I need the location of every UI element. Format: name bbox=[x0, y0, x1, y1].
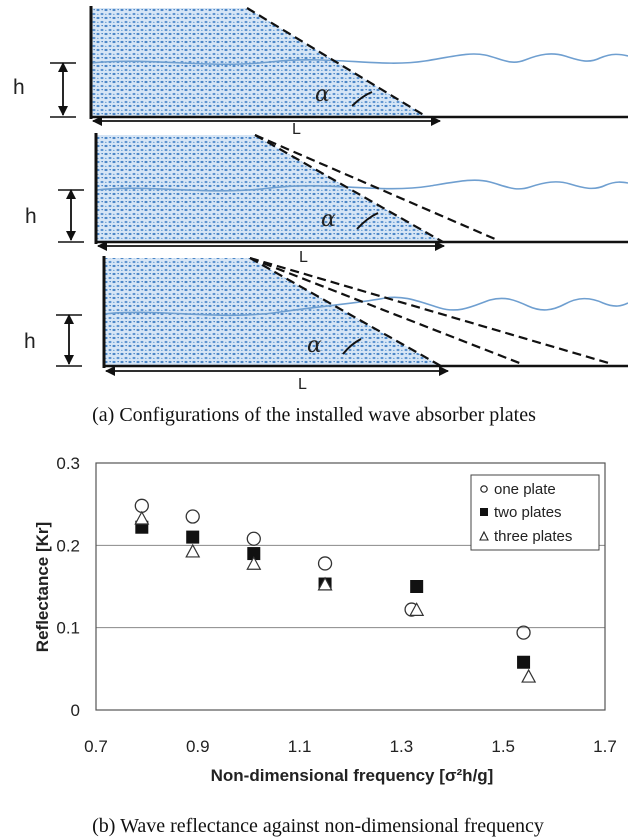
legend-marker-one-plate bbox=[480, 485, 488, 493]
y-axis-title: Reflectance [Kr] bbox=[33, 522, 52, 652]
gridlines bbox=[96, 544, 605, 629]
x-tick-labels: 0.7 0.9 1.1 1.3 1.5 1.7 bbox=[84, 737, 617, 756]
panel-three-plates: h α L bbox=[24, 256, 628, 393]
x-tick-label: 1.1 bbox=[288, 737, 312, 756]
caption-a: (a) Configurations of the installed wave… bbox=[92, 404, 536, 426]
L-label: L bbox=[292, 121, 301, 138]
point-two-plates bbox=[410, 580, 424, 593]
legend-box bbox=[470, 474, 600, 551]
legend-marker-two-plates bbox=[480, 508, 488, 516]
y-tick-label: 0.3 bbox=[56, 454, 80, 473]
x-tick-label: 1.3 bbox=[390, 737, 414, 756]
y-tick-label: 0.2 bbox=[56, 536, 80, 555]
absorber-plate bbox=[246, 7, 428, 118]
caption-b: (b) Wave reflectance against non-dimensi… bbox=[92, 815, 544, 837]
legend-label-one-plate: one plate bbox=[494, 481, 556, 498]
panel-one-plate: h α L bbox=[13, 6, 628, 138]
h-label: h bbox=[13, 76, 25, 99]
h-label: h bbox=[24, 330, 36, 353]
absorber-plate bbox=[249, 256, 613, 366]
x-axis-title: Non-dimensional frequency [σ²h/g] bbox=[211, 766, 494, 785]
L-label: L bbox=[299, 249, 308, 266]
point-three-plates bbox=[246, 556, 262, 570]
point-three-plates bbox=[185, 543, 201, 558]
absorber-plate bbox=[249, 257, 442, 367]
legend-label-three-plates: three plates bbox=[494, 528, 572, 545]
point-three-plates bbox=[409, 602, 425, 616]
data-points bbox=[134, 498, 537, 683]
legend: one plate two plates three plates bbox=[470, 474, 600, 551]
absorber-region bbox=[104, 258, 441, 366]
absorber-plate bbox=[254, 134, 444, 243]
x-tick-label: 0.9 bbox=[186, 737, 210, 756]
wave-line bbox=[90, 53, 628, 66]
point-three-plates bbox=[521, 668, 537, 683]
wave-line bbox=[103, 296, 628, 317]
alpha-arc bbox=[342, 338, 362, 355]
point-two-plates bbox=[186, 530, 200, 544]
absorber-plate bbox=[254, 133, 496, 241]
absorber-plate bbox=[249, 256, 523, 366]
point-one-plate bbox=[246, 531, 261, 546]
L-label: L bbox=[298, 376, 307, 393]
point-one-plate bbox=[317, 556, 333, 571]
y-tick-label: 0.1 bbox=[56, 619, 80, 638]
x-tick-label: 0.7 bbox=[84, 737, 108, 756]
wave-line bbox=[95, 179, 628, 192]
alpha-label: α bbox=[315, 82, 330, 107]
point-one-plate bbox=[516, 625, 531, 640]
panel-two-plates: h α L bbox=[25, 133, 628, 266]
alpha-arc bbox=[356, 212, 379, 230]
x-tick-label: 1.7 bbox=[593, 737, 617, 756]
y-tick-labels: 0 0.1 0.2 0.3 bbox=[56, 454, 80, 720]
point-two-plates bbox=[517, 655, 531, 669]
plot-frame bbox=[95, 462, 606, 711]
point-three-plates bbox=[134, 510, 150, 525]
y-tick-label: 0 bbox=[71, 701, 80, 720]
x-tick-label: 1.5 bbox=[491, 737, 515, 756]
alpha-label: α bbox=[307, 333, 322, 358]
legend-label-two-plates: two plates bbox=[494, 504, 562, 521]
reflectance-chart: 0 0.1 0.2 0.3 0.7 0.9 1.1 1.3 1.5 1.7 one plate … bbox=[33, 454, 617, 785]
point-one-plate bbox=[185, 509, 200, 524]
alpha-label: α bbox=[321, 207, 336, 232]
h-label: h bbox=[25, 205, 37, 228]
alpha-arc bbox=[351, 91, 373, 107]
legend-marker-three-plates bbox=[479, 530, 489, 541]
point-three-plates bbox=[317, 576, 333, 591]
point-one-plate bbox=[134, 498, 149, 513]
point-two-plates bbox=[247, 547, 261, 561]
